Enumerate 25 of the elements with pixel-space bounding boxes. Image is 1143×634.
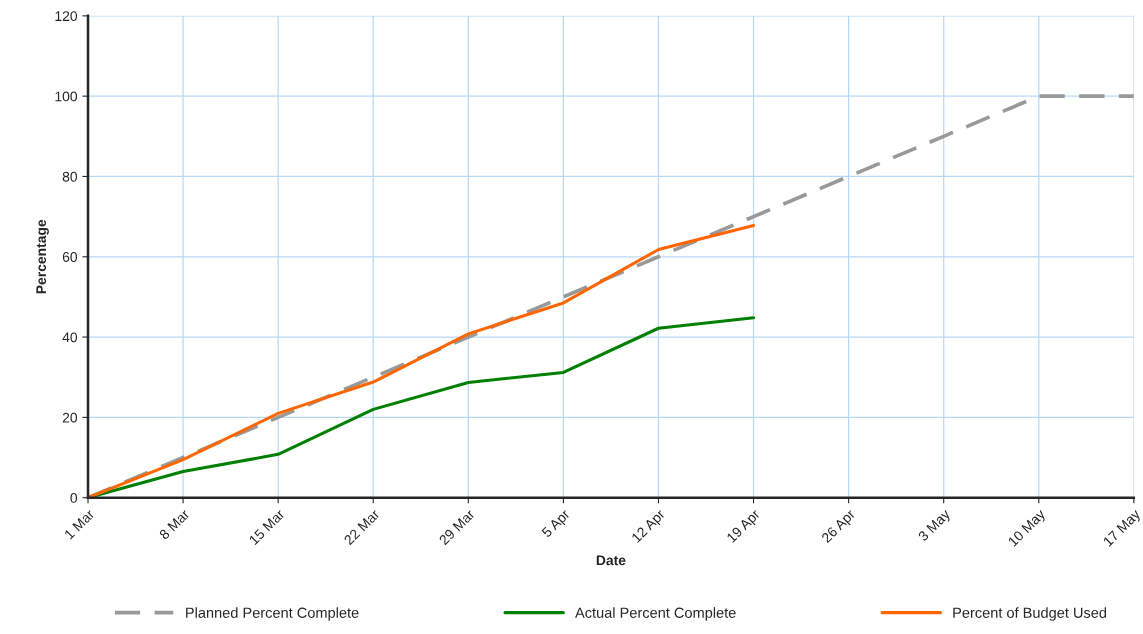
x-tick-label: 3 May <box>917 508 953 544</box>
x-tick-label: 26 Apr <box>820 508 858 546</box>
y-tick-label: 20 <box>62 412 78 423</box>
legend-label: Percent of Budget Used <box>953 607 1107 621</box>
x-tick-label: 10 May <box>1007 508 1048 549</box>
x-tick-label: 8 Mar <box>158 508 191 540</box>
x-tick-label: 19 Apr <box>726 508 763 545</box>
legend-label: Actual Percent Complete <box>575 607 736 621</box>
x-tick-label: 17 May <box>1102 508 1143 549</box>
x-tick-label: 12 Apr <box>631 508 668 545</box>
x-axis-title: Date <box>596 555 626 566</box>
x-tick-label: 1 Mar <box>64 508 96 540</box>
x-tick-label: 29 Mar <box>438 508 476 546</box>
y-axis-title: Percentage <box>36 219 49 294</box>
y-tick-label: 40 <box>62 332 78 343</box>
x-tick-label: 5 Apr <box>541 508 573 540</box>
x-tick-label: 22 Mar <box>343 508 381 546</box>
y-tick-label: 0 <box>70 493 78 503</box>
line-series <box>88 223 756 498</box>
legend-label: Planned Percent Complete <box>186 607 359 621</box>
y-tick-label: 100 <box>55 91 78 102</box>
x-tick-label: 15 Mar <box>248 508 286 546</box>
y-tick-label: 120 <box>55 11 78 22</box>
y-tick-label: 80 <box>62 171 78 182</box>
y-tick-label: 60 <box>62 252 78 262</box>
